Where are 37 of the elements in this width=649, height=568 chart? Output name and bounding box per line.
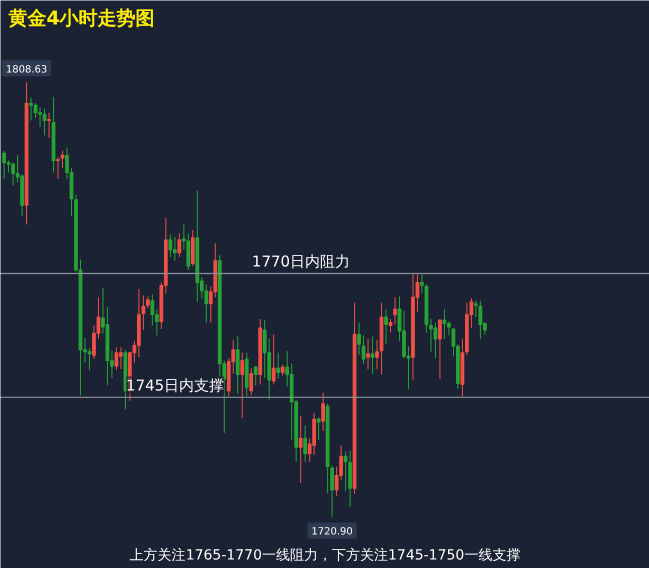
candlestick [474, 300, 478, 318]
ref-line-label: 1745日内支撑 [126, 376, 224, 394]
candlestick [388, 318, 392, 333]
candlestick [420, 274, 424, 294]
candlestick [303, 425, 308, 462]
annotation: 1808.63 [6, 64, 48, 76]
candlestick [249, 368, 254, 396]
candlestick [146, 296, 150, 309]
candlestick [370, 336, 374, 374]
candlestick [272, 334, 276, 385]
candlestick [280, 364, 285, 376]
candlestick [316, 416, 321, 440]
candlestick [298, 415, 303, 484]
candlestick [262, 320, 267, 378]
candlestick [141, 294, 146, 330]
candlestick [276, 352, 280, 380]
candlestick [254, 366, 258, 386]
candlestick [204, 284, 208, 324]
candlestick [357, 322, 361, 356]
candlestick [366, 338, 370, 370]
candlestick [168, 234, 172, 258]
candlestick [330, 465, 334, 518]
ref-line-label: 1770日内阻力 [252, 252, 350, 271]
candlestick [47, 112, 51, 138]
candlestick [362, 334, 366, 364]
candlestick [240, 352, 244, 419]
candlestick [438, 318, 442, 380]
candlestick [177, 232, 182, 258]
candlestick [60, 150, 64, 169]
candlestick [344, 451, 348, 492]
candlestick [321, 392, 326, 432]
text: 上方关注1765-1770一线阻力，下方关注1745-1750一线支撑 [130, 548, 520, 564]
candlestick [56, 156, 60, 180]
candlestick [384, 308, 388, 345]
annotation: 1720.90 [311, 526, 353, 538]
candlestick [393, 296, 397, 326]
chart-title: 黄金4小时走势图 [8, 8, 155, 30]
